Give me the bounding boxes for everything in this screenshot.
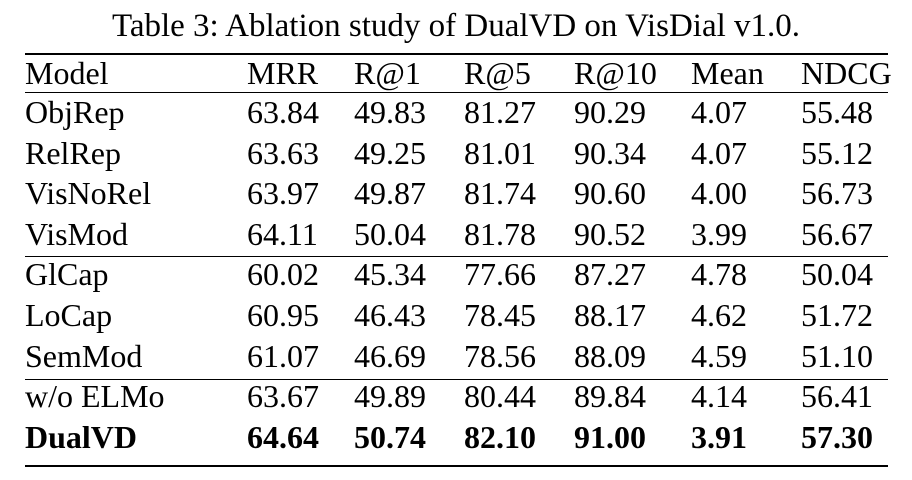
metric-cell: 55.48 [801, 94, 873, 130]
metric-cell: 57.30 [801, 418, 873, 455]
metric-cell: 46.43 [354, 296, 426, 333]
metric-cell: 4.14 [691, 378, 747, 415]
metric-cell: 81.74 [464, 175, 536, 212]
metric-cell: 90.34 [574, 134, 646, 171]
metric-cell: 49.87 [354, 175, 426, 212]
metric-cell: 4.00 [691, 175, 747, 212]
metric-cell: 82.10 [464, 418, 536, 455]
metric-cell: 88.17 [574, 296, 646, 333]
metric-cell: 81.78 [464, 215, 536, 252]
table-row: w/o ELMo 63.67 49.89 80.44 89.84 4.14 56.41 [25, 376, 888, 417]
model-name-cell: SemMod [25, 337, 143, 374]
metric-cell: 56.73 [801, 175, 873, 212]
model-name-cell: DualVD [25, 418, 138, 455]
metric-cell: 56.41 [801, 378, 873, 415]
metric-cell: 63.84 [247, 94, 319, 130]
metric-cell: 56.67 [801, 215, 873, 252]
metric-cell: 4.07 [691, 134, 747, 171]
metric-cell: 63.67 [247, 378, 319, 415]
header-rule [25, 92, 888, 93]
metric-cell: 90.60 [574, 175, 646, 212]
metric-cell: 81.01 [464, 134, 536, 171]
column-header: MRR [247, 55, 319, 91]
metric-cell: 78.56 [464, 337, 536, 374]
column-header: Mean [691, 55, 764, 91]
metric-cell: 3.91 [691, 418, 747, 455]
metric-cell: 50.04 [354, 215, 426, 252]
metric-cell: 63.63 [247, 134, 319, 171]
table-row: VisMod 64.11 50.04 81.78 90.52 3.99 56.67 [25, 214, 888, 255]
metric-cell: 4.62 [691, 296, 747, 333]
model-name-cell: RelRep [25, 134, 121, 171]
metric-cell: 50.74 [354, 418, 426, 455]
metric-cell: 89.84 [574, 378, 646, 415]
bottom-rule [25, 465, 888, 467]
column-header: R@5 [464, 55, 531, 91]
metric-cell: 60.95 [247, 296, 319, 333]
metric-cell: 49.25 [354, 134, 426, 171]
metric-cell: 90.52 [574, 215, 646, 252]
metric-cell: 91.00 [574, 418, 646, 455]
table-row: LoCap 60.95 46.43 78.45 88.17 4.62 51.72 [25, 295, 888, 336]
ablation-table: Model MRR R@1 R@5 R@10 Mean NDCG ObjRep 6… [25, 54, 892, 457]
model-name-cell: VisMod [25, 215, 128, 252]
metric-cell: 55.12 [801, 134, 873, 171]
metric-cell: 50.04 [801, 256, 873, 293]
metric-cell: 87.27 [574, 256, 646, 293]
metric-cell: 81.27 [464, 94, 536, 130]
model-name-cell: GlCap [25, 256, 109, 293]
metric-cell: 90.29 [574, 94, 646, 130]
table-row: ObjRep 63.84 49.83 81.27 90.29 4.07 55.48 [25, 92, 888, 133]
metric-cell: 77.66 [464, 256, 536, 293]
column-header: R@1 [354, 55, 421, 91]
metric-cell: 88.09 [574, 337, 646, 374]
metric-cell: 51.10 [801, 337, 873, 374]
table-body: ObjRep 63.84 49.83 81.27 90.29 4.07 55.48 RelRe… [25, 92, 888, 457]
metric-cell: 3.99 [691, 215, 747, 252]
model-name-cell: VisNoRel [25, 175, 152, 212]
column-header: Model [25, 55, 109, 91]
table-header-row: Model MRR R@1 R@5 R@10 Mean NDCG [25, 54, 892, 92]
metric-cell: 63.97 [247, 175, 319, 212]
group-separator-rule [25, 379, 888, 380]
table-caption: Table 3: Ablation study of DualVD on Vis… [111, 8, 801, 44]
table-row: DualVD 64.64 50.74 82.10 91.00 3.91 57.30 [25, 417, 888, 458]
table-row: SemMod 61.07 46.69 78.56 88.09 4.59 51.10 [25, 336, 888, 377]
model-name-cell: ObjRep [25, 94, 125, 130]
table-row: GlCap 60.02 45.34 77.66 87.27 4.78 50.04 [25, 254, 888, 295]
metric-cell: 46.69 [354, 337, 426, 374]
metric-cell: 49.89 [354, 378, 426, 415]
top-rule [25, 53, 888, 55]
column-header: NDCG [801, 55, 892, 91]
table-row: VisNoRel 63.97 49.87 81.74 90.60 4.00 56.73 [25, 173, 888, 214]
metric-cell: 78.45 [464, 296, 536, 333]
metric-cell: 80.44 [464, 378, 536, 415]
metric-cell: 4.59 [691, 337, 747, 374]
metric-cell: 4.07 [691, 94, 747, 130]
metric-cell: 64.11 [247, 215, 318, 252]
metric-cell: 51.72 [801, 296, 873, 333]
model-name-cell: w/o ELMo [25, 378, 165, 415]
metric-cell: 60.02 [247, 256, 319, 293]
metric-cell: 45.34 [354, 256, 426, 293]
group-separator-rule [25, 256, 888, 257]
metric-cell: 4.78 [691, 256, 747, 293]
table-row: RelRep 63.63 49.25 81.01 90.34 4.07 55.12 [25, 133, 888, 174]
metric-cell: 49.83 [354, 94, 426, 130]
column-header: R@10 [574, 55, 657, 91]
metric-cell: 64.64 [247, 418, 319, 455]
model-name-cell: LoCap [25, 296, 113, 333]
metric-cell: 61.07 [247, 337, 319, 374]
